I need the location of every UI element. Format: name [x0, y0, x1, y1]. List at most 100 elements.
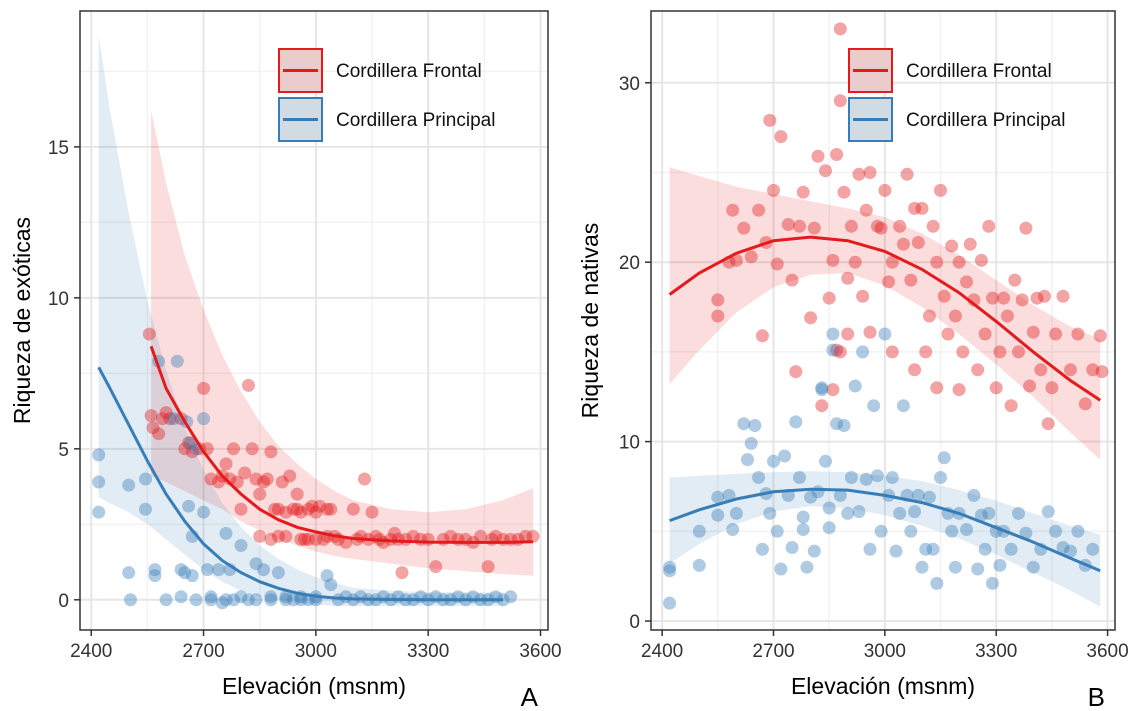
data-point — [807, 544, 821, 558]
data-point — [900, 167, 914, 181]
data-point — [852, 167, 866, 181]
data-point — [993, 345, 1007, 359]
data-point — [826, 253, 840, 267]
data-point — [830, 148, 844, 161]
data-point — [155, 412, 169, 426]
data-point — [767, 454, 780, 468]
data-point — [770, 257, 784, 271]
data-point — [986, 291, 999, 305]
data-point — [859, 203, 873, 217]
data-point — [711, 508, 725, 522]
data-point — [737, 417, 751, 431]
data-point — [223, 472, 237, 486]
data-point — [822, 501, 836, 515]
data-point — [837, 419, 851, 432]
data-point — [139, 472, 152, 486]
data-point — [1004, 399, 1018, 413]
data-point — [271, 529, 285, 543]
data-point — [785, 273, 799, 287]
data-point — [807, 221, 821, 235]
data-point — [92, 475, 106, 489]
data-point — [170, 354, 184, 368]
data-point — [770, 524, 784, 538]
data-point — [264, 445, 278, 459]
data-point — [481, 560, 495, 574]
data-point — [178, 442, 192, 456]
data-point — [841, 506, 855, 520]
data-point — [283, 469, 297, 483]
data-point — [848, 379, 862, 393]
data-point — [183, 436, 197, 450]
y-tick-label: 0 — [58, 591, 69, 612]
x-tick-label: 3000 — [864, 641, 906, 662]
data-point — [663, 596, 677, 610]
data-point — [863, 542, 877, 556]
data-point — [841, 271, 855, 285]
data-point — [316, 532, 330, 546]
data-point — [159, 406, 173, 420]
data-point — [960, 275, 973, 289]
data-point — [915, 201, 929, 215]
data-point — [971, 363, 985, 377]
data-point — [896, 399, 910, 413]
data-point — [870, 219, 884, 233]
axes: 2400 2700 3000 3300 3600 0 5 10 15 Elevación (msn… — [9, 138, 562, 699]
data-point — [956, 345, 970, 359]
data-point — [279, 590, 293, 604]
data-point — [781, 218, 795, 231]
data-point — [744, 436, 758, 450]
data-point — [848, 255, 862, 269]
data-point — [1026, 325, 1040, 339]
data-point — [793, 471, 806, 484]
data-point — [744, 250, 758, 264]
data-point — [774, 130, 788, 144]
x-tick-label: 3000 — [295, 641, 337, 662]
data-point — [271, 502, 285, 516]
data-point — [815, 381, 829, 395]
panel-border — [79, 10, 549, 631]
data-point — [692, 524, 706, 538]
data-point — [908, 201, 922, 215]
data-point — [215, 596, 229, 610]
data-point — [204, 593, 218, 607]
data-point — [286, 502, 300, 516]
data-point — [752, 471, 766, 484]
data-point — [474, 529, 488, 543]
data-point — [324, 502, 338, 516]
data-point — [388, 526, 401, 540]
data-point — [852, 505, 866, 519]
data-point — [796, 523, 810, 536]
x-axis-title: Elevación (msnm) — [791, 673, 975, 699]
data-point — [279, 529, 293, 543]
data-point — [1038, 289, 1051, 303]
data-point — [911, 488, 925, 502]
data-point — [290, 502, 304, 516]
plot-area — [663, 22, 1109, 610]
data-point — [309, 505, 323, 519]
data-point — [874, 524, 888, 538]
data-point — [227, 593, 240, 607]
data-point — [971, 562, 985, 576]
data-point — [197, 381, 211, 395]
data-point — [92, 505, 106, 519]
data-point — [763, 506, 777, 520]
data-point — [324, 578, 338, 592]
data-point — [1078, 397, 1092, 411]
data-point — [421, 532, 435, 546]
data-point — [911, 236, 925, 249]
data-point — [1086, 542, 1100, 556]
fit-line-frontal — [149, 345, 534, 544]
data-point — [882, 275, 896, 289]
panel-label: B — [1088, 682, 1105, 711]
data-point — [874, 221, 888, 235]
data-point — [948, 560, 962, 574]
data-point — [148, 569, 162, 583]
data-point — [219, 457, 233, 471]
y-tick-label: 10 — [48, 289, 69, 310]
data-point — [204, 472, 218, 486]
data-point — [885, 255, 899, 269]
y-tick-label: 5 — [58, 440, 69, 461]
points-principal — [663, 327, 1100, 610]
data-point — [249, 472, 263, 486]
data-point — [1056, 289, 1070, 303]
